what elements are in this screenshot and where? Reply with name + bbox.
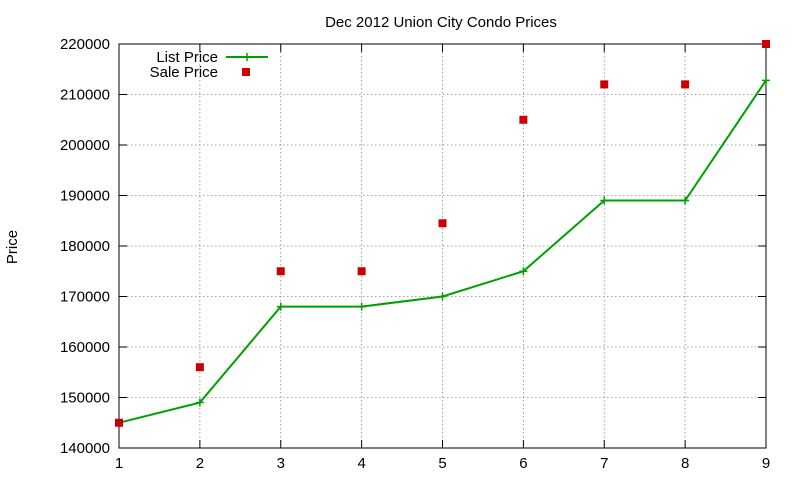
- x-tick-label: 2: [196, 455, 204, 472]
- list-price-marker: [681, 196, 690, 205]
- y-tick-label: 210000: [60, 87, 110, 104]
- list-price-marker: [438, 292, 447, 301]
- y-tick-label: 160000: [60, 339, 110, 356]
- list-price-line: [118, 79, 767, 424]
- list-price-marker: [600, 196, 609, 205]
- chart-title: Dec 2012 Union City Condo Prices: [325, 14, 557, 31]
- y-tick-label: 220000: [60, 36, 110, 53]
- y-tick-label: 170000: [60, 289, 110, 306]
- sale-price-point: [519, 115, 528, 124]
- x-tick-label: 1: [115, 455, 123, 472]
- y-tick-label: 180000: [60, 238, 110, 255]
- legend-marker-sale-price: [242, 68, 250, 76]
- list-price-marker: [357, 302, 366, 311]
- x-tick-label: 5: [438, 455, 446, 472]
- y-tick-label: 200000: [60, 137, 110, 154]
- x-tick-label: 4: [357, 455, 365, 472]
- y-axis-label: Price: [4, 230, 21, 264]
- x-tick-label: 8: [681, 455, 689, 472]
- axes: 140000 150000 160000 170000 180000 190000 2000…: [60, 36, 770, 472]
- sale-price-point: [357, 267, 366, 276]
- x-tick-label: 7: [600, 455, 608, 472]
- sale-price-point: [115, 418, 123, 427]
- sale-price-point: [762, 40, 770, 48]
- x-tick-label: 3: [277, 455, 285, 472]
- sale-price-point: [681, 80, 690, 89]
- x-tick-label: 9: [762, 455, 770, 472]
- legend-label-list-price: List Price: [156, 49, 218, 66]
- legend-marker-list-price: [243, 53, 251, 61]
- sale-price-point: [276, 267, 285, 276]
- series: [115, 40, 770, 427]
- y-tick-label: 190000: [60, 188, 110, 205]
- sale-price-point: [195, 363, 204, 372]
- list-price-marker: [276, 302, 285, 311]
- x-tick-label: 6: [519, 455, 527, 472]
- y-tick-label: 150000: [60, 390, 110, 407]
- list-price-marker: [519, 267, 528, 276]
- legend-label-sale-price: Sale Price: [150, 64, 218, 81]
- list-price-marker: [195, 398, 204, 407]
- grid-lines: [119, 44, 766, 448]
- sale-price-point: [438, 219, 447, 228]
- y-tick-label: 140000: [60, 440, 110, 457]
- sale-price-point: [600, 80, 609, 89]
- list-price-marker: [762, 76, 770, 85]
